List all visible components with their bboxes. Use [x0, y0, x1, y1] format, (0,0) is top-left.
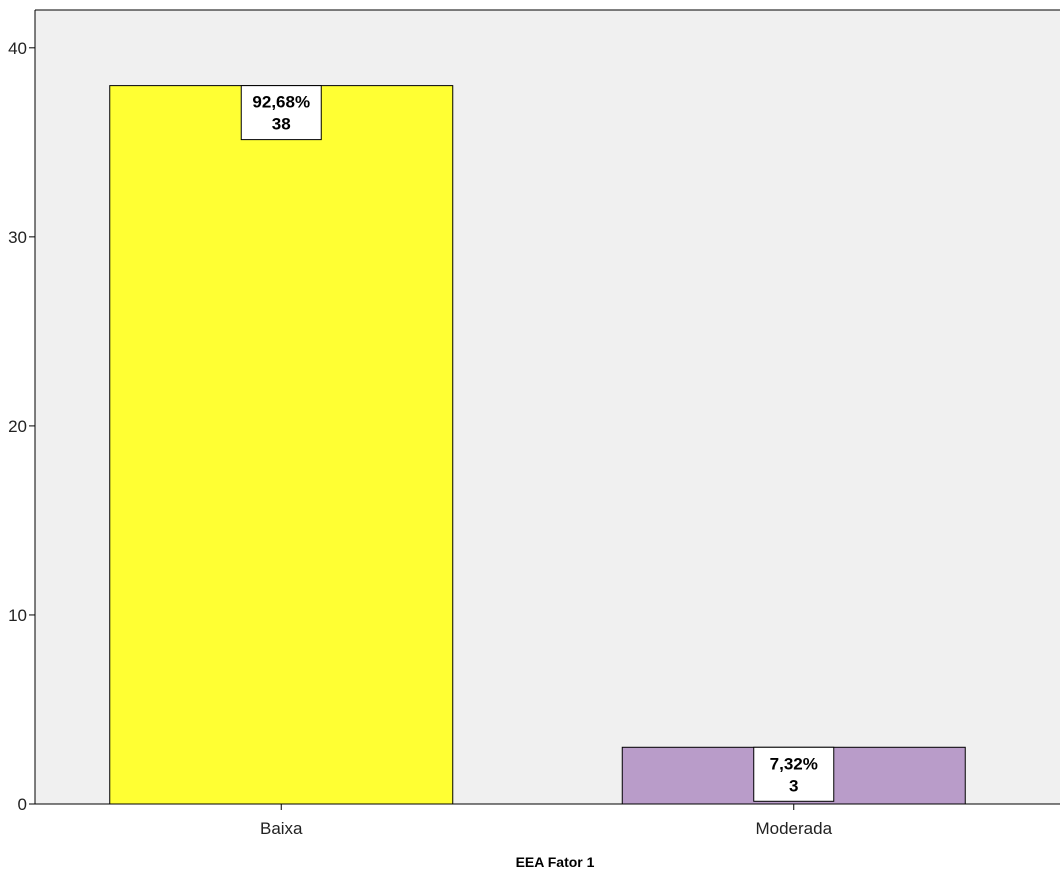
- x-axis: Baixa Moderada: [35, 803, 1060, 838]
- data-label-count: 38: [272, 115, 291, 134]
- x-axis-title: EEA Fator 1: [516, 854, 595, 870]
- data-label-percent: 7,32%: [770, 754, 818, 773]
- x-tick-label: Moderada: [755, 819, 832, 838]
- data-label-count: 3: [789, 776, 798, 795]
- y-tick-label: 20: [8, 417, 27, 436]
- y-axis: 0 10 20 30 40: [8, 9, 1060, 814]
- bar-baixa: [109, 85, 454, 805]
- y-tick-label: 40: [8, 39, 27, 58]
- data-label-percent: 92,68%: [252, 93, 310, 112]
- data-label-box: [240, 85, 322, 141]
- data-label-box: [753, 746, 835, 802]
- data-labels: 92,68% 38 7,32% 3: [240, 85, 835, 802]
- y-tick-label: 30: [8, 228, 27, 247]
- x-tick-label: Baixa: [260, 819, 303, 838]
- y-tick-label: 10: [8, 606, 27, 625]
- y-tick-label: 0: [18, 795, 27, 814]
